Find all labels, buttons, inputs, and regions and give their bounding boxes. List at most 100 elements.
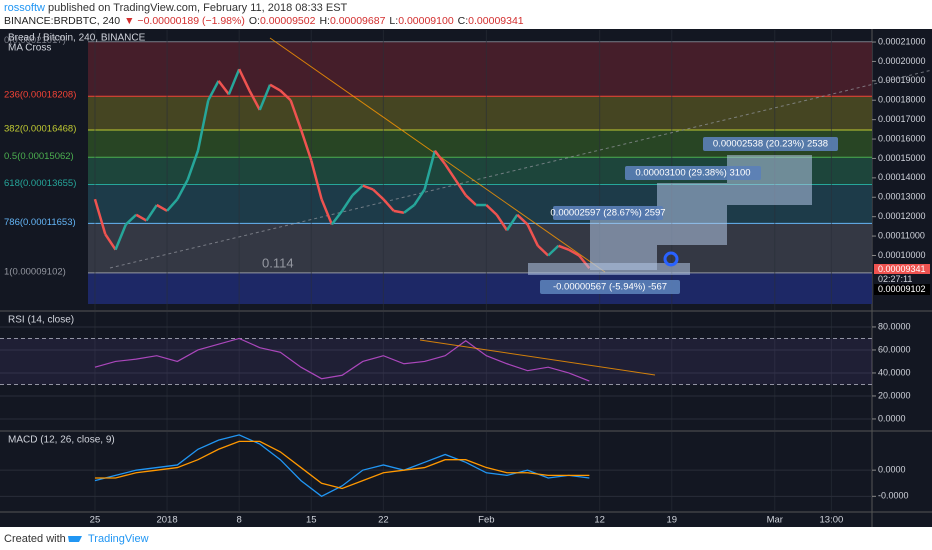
y-tick-label: 20.0000 — [878, 390, 911, 400]
price-segment — [505, 214, 519, 231]
price-segment — [196, 99, 210, 151]
fib-label: 236(0.00018208) — [4, 90, 76, 101]
y-tick-label: 0.00015000 — [878, 153, 926, 163]
indicator-label: MA Cross — [8, 43, 51, 54]
y-tick-label: 80.0000 — [878, 321, 911, 331]
trendline — [109, 69, 932, 269]
measure-label: 0.00002538 (20.23%) 2538 — [713, 139, 828, 150]
ohlc-value: 0.00009341 — [468, 15, 524, 27]
price-segment — [454, 179, 467, 197]
fib-band — [88, 96, 872, 130]
pane-title: Bread / Bitcoin, 240, BINANCE — [8, 33, 146, 44]
logo — [68, 536, 82, 542]
symbol-line: BINANCE:BRDBTC, 240 ▼ −0.00000189 (−1.98%… — [4, 15, 524, 27]
fib-label: 1(0.00009102) — [4, 266, 66, 277]
y-tick-label: 0.0000 — [878, 465, 906, 475]
price-segment — [516, 213, 529, 226]
price-segment — [495, 214, 509, 231]
price-segment — [372, 188, 385, 201]
measure-box — [528, 263, 690, 275]
price-segment — [135, 213, 148, 222]
x-tick-label: Feb — [478, 515, 494, 526]
footer-created: Created with — [4, 533, 66, 545]
price-label: 0.00009341 — [878, 264, 926, 274]
fib-band — [88, 272, 872, 304]
y-tick-label: 0.00012000 — [878, 211, 926, 221]
price-segment — [537, 244, 550, 257]
price-label: 02:27:11 — [878, 274, 912, 284]
y-tick-label: 0.00013000 — [878, 192, 926, 202]
price-segment — [104, 233, 117, 251]
y-tick-label: 0.00021000 — [878, 36, 926, 46]
fib-label: 786(0.00011653) — [4, 217, 76, 228]
price-segment — [413, 188, 426, 206]
price-segment — [227, 68, 241, 95]
price-segment — [341, 194, 354, 212]
x-tick-label: 22 — [378, 515, 389, 526]
measure-tag — [703, 137, 838, 151]
y-tick-label: 0.00017000 — [878, 114, 926, 124]
fib-band — [88, 41, 872, 97]
price-label-bg — [874, 264, 930, 275]
price-segment — [362, 184, 374, 191]
price-segment — [156, 203, 168, 212]
fib-band — [88, 223, 872, 273]
price-segment — [444, 163, 457, 181]
y-tick-label: -0.0000 — [878, 491, 909, 501]
price-segment — [166, 198, 179, 212]
price-segment — [248, 89, 261, 111]
price-segment — [93, 198, 107, 235]
ohlc-key: O: — [249, 15, 260, 27]
price-segment — [217, 80, 230, 96]
price-segment — [207, 80, 220, 101]
annotation: 0.114 — [262, 255, 294, 270]
fib-label: 382(0.00016468) — [4, 123, 76, 134]
price-segment — [279, 89, 292, 102]
price-segment — [485, 204, 498, 216]
measure-label: 0.00003100 (29.38%) 3100 — [635, 168, 750, 179]
y-tick-label: 0.00019000 — [878, 75, 926, 85]
x-tick-label: Mar — [767, 515, 783, 526]
footer-brand[interactable]: TradingView — [88, 533, 149, 545]
price-segment — [547, 244, 560, 257]
fib-label: 618(0.00013655) — [4, 178, 76, 189]
price-segment — [258, 84, 272, 111]
price-label-bg — [874, 274, 930, 285]
ohlc-key: H: — [319, 15, 330, 27]
fib-label: 0.5(0.00015062) — [4, 151, 74, 162]
y-tick-label: 0.00016000 — [878, 133, 926, 143]
price-segment — [403, 204, 416, 214]
symbol: BINANCE:BRDBTC, 240 — [4, 15, 120, 27]
publish-line: rossoftw published on TradingView.com, F… — [4, 2, 348, 14]
y-tick-label: 0.00020000 — [878, 56, 926, 66]
price-segment — [145, 204, 158, 222]
y-tick-label: 0.00018000 — [878, 95, 926, 105]
x-tick-label: 8 — [237, 515, 242, 526]
price-segment — [310, 160, 323, 200]
ohlc-value: 0.00009100 — [398, 15, 454, 27]
price-segment — [320, 198, 334, 225]
price-segment — [299, 128, 313, 161]
measure-box — [590, 220, 657, 270]
change: ▼ −0.00000189 (−1.98%) — [124, 15, 245, 27]
y-tick-label: 60.0000 — [878, 344, 911, 354]
price-segment — [330, 210, 344, 226]
y-tick-label: 0.00010000 — [878, 250, 926, 260]
macd-line — [94, 440, 590, 490]
measure-label: 0.00002597 (28.67%) 2597 — [550, 208, 665, 219]
measure-tag — [625, 166, 761, 180]
ohlc-key: L: — [389, 15, 398, 27]
price-segment — [176, 179, 189, 200]
chart-layer: 0(0.00021017) 236(0.00018208) 382(0.000164… — [0, 29, 932, 527]
x-tick-label: 12 — [594, 515, 605, 526]
author[interactable]: rossoftw — [4, 2, 45, 14]
x-tick-label: 25 — [90, 515, 101, 526]
measure-box — [657, 183, 727, 245]
price-segment — [464, 194, 477, 206]
price-segment — [568, 248, 580, 257]
measure-label: -0.00000567 (-5.94%) -567 — [553, 282, 667, 293]
fib-label: 0(0.00021017) — [4, 35, 66, 46]
y-tick-label: 40.0000 — [878, 367, 911, 377]
ohlc-value: 0.00009502 — [260, 15, 316, 27]
price-label: 0.00009102 — [878, 284, 926, 294]
